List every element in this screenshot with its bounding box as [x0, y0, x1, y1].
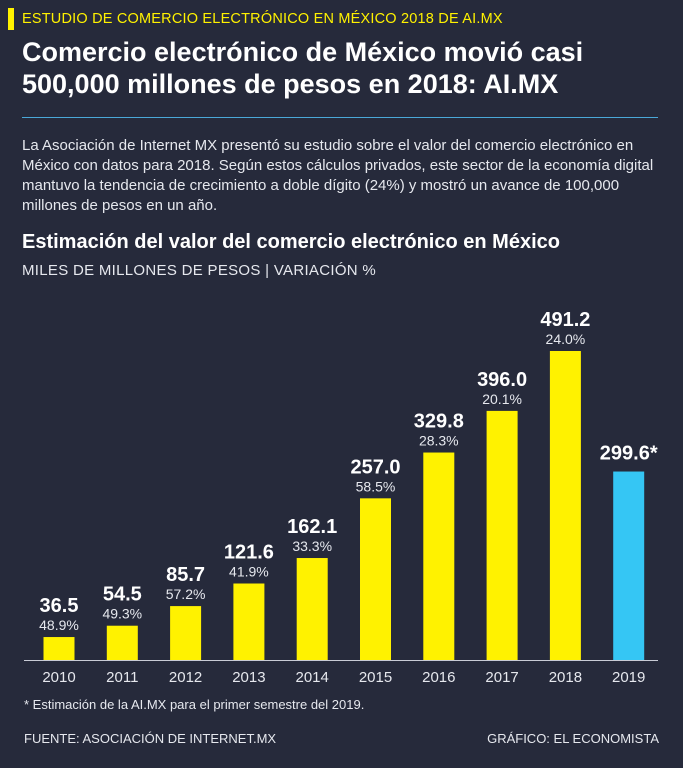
variation-label-2012: 57.2% — [166, 586, 206, 602]
chart-subtitle: MILES DE MILLONES DE PESOS | VARIACIÓN % — [22, 262, 377, 279]
footnote: * Estimación de la AI.MX para el primer … — [24, 697, 365, 712]
variation-label-2013: 41.9% — [229, 564, 269, 580]
x-tick-2013: 2013 — [232, 669, 265, 686]
x-tick-2016: 2016 — [422, 669, 455, 686]
value-label-2017: 396.0 — [477, 369, 527, 391]
variation-label-2015: 58.5% — [356, 478, 396, 494]
kicker: ESTUDIO DE COMERCIO ELECTRÓNICO EN MÉXIC… — [8, 8, 503, 30]
value-label-2018: 491.2 — [540, 309, 590, 331]
source-credit: FUENTE: ASOCIACIÓN DE INTERNET.MX — [24, 731, 277, 746]
variation-label-2018: 24.0% — [546, 331, 586, 347]
bar-2010 — [43, 637, 75, 660]
value-label-2013: 121.6 — [224, 542, 274, 564]
x-tick-2017: 2017 — [485, 669, 518, 686]
bar-2017 — [486, 410, 518, 660]
value-label-2012: 85.7 — [166, 564, 205, 586]
bar-2018 — [549, 351, 581, 660]
kicker-accent-bar — [8, 8, 14, 30]
variation-label-2016: 28.3% — [419, 433, 459, 449]
value-label-2016: 329.8 — [414, 411, 464, 433]
variation-label-2014: 33.3% — [292, 538, 332, 554]
bar-2013 — [233, 583, 265, 660]
value-label-2011: 54.5 — [103, 584, 142, 606]
bar-2019 — [613, 471, 645, 660]
value-label-2019: 299.6* — [600, 443, 658, 465]
bar-chart: 36.548.9% 2010 54.549.3% 2011 85.757.2% 2012 1… — [24, 309, 658, 686]
x-tick-2019: 2019 — [612, 669, 645, 686]
divider-rule — [22, 117, 658, 118]
chart-title: Estimación del valor del comercio electr… — [22, 231, 560, 253]
x-tick-2015: 2015 — [359, 669, 392, 686]
kicker-text: ESTUDIO DE COMERCIO ELECTRÓNICO EN MÉXIC… — [22, 11, 503, 27]
value-label-2010: 36.5 — [40, 595, 79, 617]
intro-paragraph: La Asociación de Internet MX presentó su… — [22, 137, 654, 214]
value-label-2014: 162.1 — [287, 516, 337, 538]
variation-label-2011: 49.3% — [102, 606, 142, 622]
variation-label-2017: 20.1% — [482, 391, 522, 407]
value-label-2015: 257.0 — [350, 456, 400, 478]
headline: Comercio electrónico de México movió cas… — [22, 37, 584, 99]
graphic-credit: GRÁFICO: EL ECONOMISTA — [487, 731, 659, 746]
bar-2014 — [296, 558, 328, 660]
x-tick-2010: 2010 — [42, 669, 75, 686]
x-tick-2018: 2018 — [549, 669, 582, 686]
bar-2012 — [170, 606, 202, 660]
x-tick-2012: 2012 — [169, 669, 202, 686]
bar-2015 — [360, 498, 391, 660]
x-tick-2011: 2011 — [106, 669, 138, 686]
x-tick-2014: 2014 — [296, 669, 329, 686]
bar-2016 — [423, 452, 455, 660]
variation-label-2010: 48.9% — [39, 617, 79, 633]
bar-2011 — [106, 625, 138, 660]
